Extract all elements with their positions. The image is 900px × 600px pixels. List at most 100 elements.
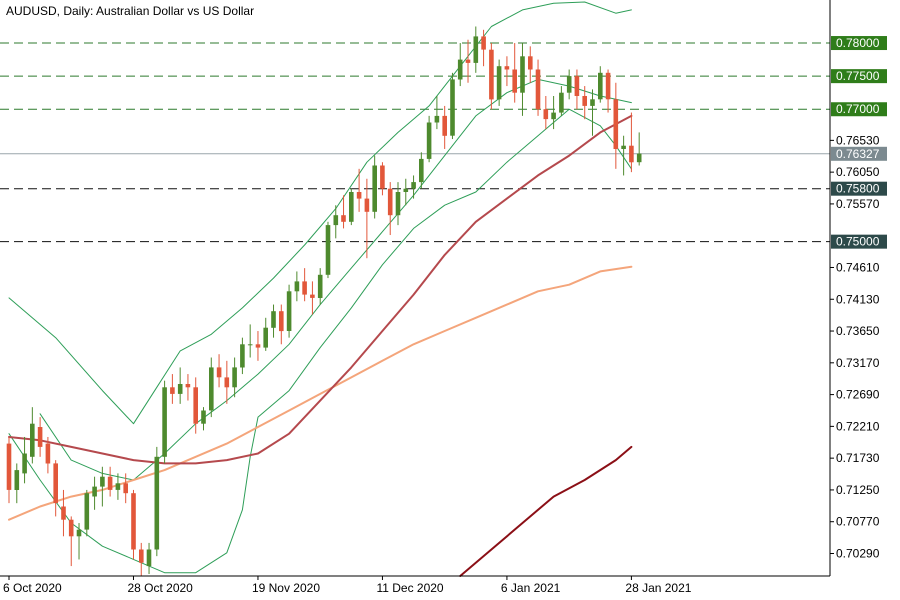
level-tag-label: 0.75000 [836,235,880,249]
candle-body-bear [605,72,611,100]
candle-body-bull [263,327,268,348]
axes [0,0,831,577]
level-tag-box [831,69,887,84]
candle-body-bear [356,192,362,199]
level-tag-box [831,36,887,51]
candle-body-bear [504,66,510,70]
candle-body-bear [255,344,261,348]
time-tick-label: 6 Jan 2021 [501,581,561,595]
candle-body-bear [193,387,198,424]
candle-body-bull [411,182,416,189]
candle-body-bull [317,274,323,298]
candle-body-bear [489,49,494,100]
candle-body-bull [232,367,237,388]
price-tick-label: 0.72210 [836,419,880,433]
candle-body-bear [364,198,370,212]
candle-body-bull [76,529,82,537]
chart-title: AUDUSD, Daily: Australian Dollar vs US D… [6,4,255,18]
candle-body-bull [294,281,300,292]
candle-body-bull [598,72,603,100]
candle-body-bull [146,549,152,567]
candle-body-bull [325,225,331,275]
candle-body-bear [45,443,51,464]
time-tick-label: 11 Dec 2020 [376,581,443,595]
time-tick-label: 28 Jan 2021 [625,581,691,595]
candle-body-bear [107,476,113,490]
candles [6,26,642,576]
time-tick-label: 19 Nov 2020 [252,581,320,595]
price-tick-label: 0.76530 [836,133,880,147]
price-tick-label: 0.74610 [836,260,880,274]
candle-body-bear [224,377,230,388]
candle-body-bull [30,423,35,457]
level-tag-label: 0.77500 [836,69,880,83]
price-tick-label: 0.76050 [836,165,880,179]
candle-body-bear [629,145,634,163]
candle-body-bull [566,76,572,93]
level-tag-label: 0.78000 [836,36,880,50]
candle-body-bull [162,387,167,457]
candle-body-bull [403,188,409,192]
candle-body-bear [185,384,191,388]
moving-average-long-line [459,445,633,577]
candle-body-bull [559,92,564,113]
candle-body-bear [61,506,66,520]
candle-body-bull [14,470,20,490]
candle-body-bull [100,476,105,487]
candle-body-bull [271,311,276,328]
candle-body-bear [170,387,175,394]
candle-body-bull [22,453,27,474]
candle-body-bull [92,486,97,497]
candle-body-bear [341,215,346,222]
moving-average-short-line [8,114,633,465]
candle-body-bull [636,153,642,163]
candle-body-bear [582,96,587,106]
candle-body-bull [84,493,90,530]
candle-body-bull [520,56,525,93]
price-axis-ticks: 0.76530 0.76050 0.75570 0.74610 0.74130 0.736… [830,133,880,560]
candle-body-bull [201,410,206,424]
bollinger-middle-line [39,78,632,481]
candle-body-bear [380,165,385,189]
level-tag-label: 0.75800 [836,182,880,196]
candle-body-bear [543,109,549,120]
level-tag-box [831,234,887,249]
candle-body-bull [450,79,455,136]
moving-average-mid-line [8,265,633,521]
indicator-lines [8,1,633,577]
price-tick-label: 0.70290 [836,546,880,560]
candle-body-bull [349,192,354,222]
candle-body-bear [442,115,447,136]
candle-body-bear [131,493,136,550]
candle-body-bear [216,367,222,378]
candle-body-bull [115,483,121,490]
candle-body-bull [372,165,377,212]
candle-body-bull [473,36,479,63]
candle-body-bull [209,367,214,411]
candle-body-bull [457,59,463,80]
candle-body-bear [535,69,541,110]
price-tick-label: 0.72690 [836,388,880,402]
candle-body-bull [551,112,556,120]
current-price-tag-label: 0.76327 [836,147,880,161]
price-tick-label: 0.70770 [836,515,880,529]
candle-body-bull [621,145,626,149]
candle-body-bear [574,76,580,96]
candle-body-bull [177,384,183,394]
price-tick-label: 0.74130 [836,292,880,306]
candle-body-bear [465,59,471,63]
candle-body-bear [302,281,307,295]
bollinger-lower-line [8,108,632,574]
candle-body-bull [434,115,440,123]
plot-area-background [0,0,830,576]
candle-body-bull [496,66,502,100]
candle-body-bear [481,36,486,50]
price-tick-label: 0.75570 [836,197,880,211]
level-tags: 0.78000 0.77500 0.77000 0.75800 0.75000 0.763… [831,36,887,249]
candle-body-bear [279,311,284,332]
candle-body-bear [123,483,128,494]
time-tick-label: 28 Oct 2020 [127,581,193,595]
price-tick-label: 0.71730 [836,451,880,465]
candle-body-bull [426,122,432,159]
